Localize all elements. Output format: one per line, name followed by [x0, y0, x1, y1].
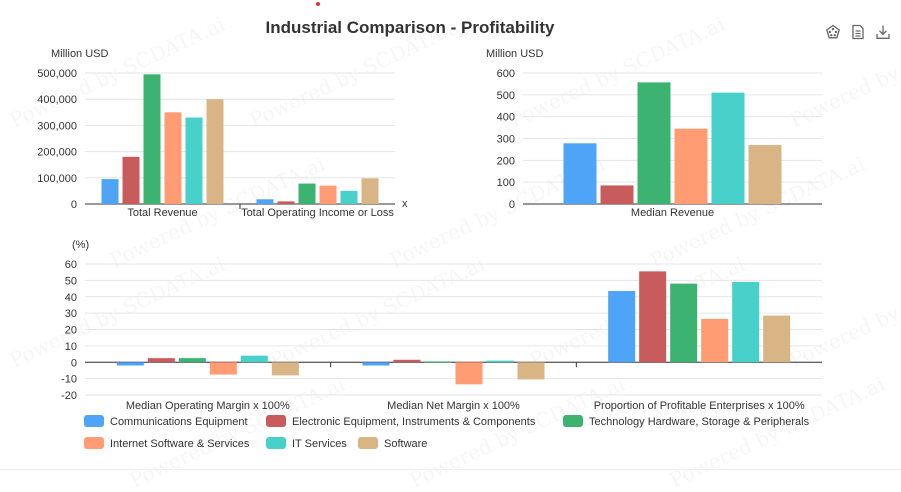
- y-tick-label: 500: [497, 90, 515, 102]
- data-view-icon[interactable]: [850, 24, 866, 40]
- legend-label: IT Services: [292, 438, 347, 450]
- legend-label: Technology Hardware, Storage & Periphera…: [589, 416, 810, 428]
- bar: [209, 362, 237, 375]
- legend-swatch: [358, 437, 378, 449]
- bar: [517, 362, 545, 380]
- y-axis-unit-label: (%): [72, 239, 89, 251]
- bar: [670, 283, 698, 363]
- bar: [763, 315, 791, 363]
- legend-item[interactable]: IT Services: [266, 437, 347, 450]
- legend-item[interactable]: Electronic Equipment, Instruments & Comp…: [266, 415, 536, 428]
- bar: [116, 362, 144, 366]
- bar: [147, 358, 175, 363]
- legend-item[interactable]: Software: [358, 437, 427, 450]
- y-tick-label: -20: [61, 390, 77, 402]
- y-tick-label: 0: [71, 357, 77, 369]
- bar: [711, 92, 745, 204]
- bar: [361, 178, 379, 204]
- bar: [240, 355, 268, 363]
- download-icon[interactable]: [875, 24, 891, 40]
- y-tick-label: 10: [65, 341, 77, 353]
- y-tick-label: 200: [497, 155, 515, 167]
- y-tick-label: 400,000: [37, 94, 77, 106]
- bar: [185, 117, 203, 204]
- bar: [600, 185, 634, 204]
- y-tick-label: 200,000: [37, 147, 77, 159]
- legend-label: Internet Software & Services: [110, 438, 250, 450]
- bar: [608, 291, 636, 363]
- bar: [206, 99, 224, 204]
- y-tick-label: 100,000: [37, 173, 77, 185]
- bar: [701, 318, 729, 363]
- legend-swatch: [84, 415, 104, 427]
- y-tick-label: 50: [65, 275, 77, 287]
- legend-item[interactable]: Communications Equipment: [84, 415, 248, 428]
- palette-icon[interactable]: [825, 24, 841, 40]
- y-tick-label: 20: [65, 325, 77, 337]
- bar: [486, 360, 514, 363]
- legend-item[interactable]: Technology Hardware, Storage & Periphera…: [563, 415, 810, 428]
- x-category-label: Proportion of Profitable Enterprises x 1…: [594, 400, 805, 412]
- legend-label: Communications Equipment: [110, 416, 248, 428]
- y-axis-unit-label: Million USD: [486, 48, 544, 60]
- legend-item[interactable]: Internet Software & Services: [84, 437, 250, 450]
- x-category-label: Total Operating Income or Loss: [241, 207, 394, 219]
- y-tick-label: 0: [509, 199, 515, 211]
- toolbox: [825, 24, 891, 40]
- y-tick-label: -10: [61, 374, 77, 386]
- bottom-divider: [0, 469, 901, 470]
- bar: [277, 201, 295, 204]
- bar: [563, 143, 597, 204]
- chart-title: Industrial Comparison - Profitability: [265, 18, 555, 37]
- y-axis-unit-label: Million USD: [51, 48, 109, 60]
- bar: [298, 183, 316, 204]
- legend-swatch: [563, 415, 583, 427]
- bar: [748, 145, 782, 204]
- legend-label: Software: [384, 438, 427, 450]
- bar: [362, 362, 390, 366]
- y-tick-label: 600: [497, 68, 515, 80]
- y-tick-label: 30: [65, 308, 77, 320]
- bar: [164, 112, 182, 204]
- y-tick-label: 500,000: [37, 68, 77, 80]
- bar: [639, 271, 667, 363]
- bar: [637, 82, 671, 204]
- x-category-label: Median Net Margin x 100%: [387, 400, 520, 412]
- legend-swatch: [266, 415, 286, 427]
- bar: [424, 361, 452, 363]
- y-tick-label: 400: [497, 112, 515, 124]
- y-tick-label: 60: [65, 259, 77, 271]
- x-category-label: Median Revenue: [631, 207, 714, 219]
- legend-swatch: [266, 437, 286, 449]
- bar: [143, 74, 161, 204]
- indicator-dot: [316, 2, 320, 6]
- bar: [674, 128, 708, 204]
- chart-canvas: Million USD 0 100,000 200,000 300,000 400,000…: [37, 48, 822, 450]
- legend-label: Electronic Equipment, Instruments & Comp…: [292, 416, 536, 428]
- y-tick-label: 100: [497, 177, 515, 189]
- bar: [455, 362, 483, 385]
- bar: [178, 358, 206, 363]
- x-axis-name: x: [402, 198, 408, 210]
- x-category-label: Median Operating Margin x 100%: [126, 400, 290, 412]
- legend-swatch: [84, 437, 104, 449]
- chart-stage: Powered by SCDATA.aiPowered by SCDATA.ai…: [0, 2, 901, 470]
- bar: [122, 156, 140, 204]
- x-category-label: Total Revenue: [127, 207, 197, 219]
- y-tick-label: 300: [497, 134, 515, 146]
- y-tick-label: 0: [71, 199, 77, 211]
- y-tick-label: 40: [65, 292, 77, 304]
- bar: [271, 362, 299, 376]
- bar: [101, 179, 119, 204]
- bar: [340, 190, 358, 204]
- y-tick-label: 300,000: [37, 120, 77, 132]
- bar: [319, 185, 337, 204]
- bar: [732, 282, 760, 363]
- bar: [393, 359, 421, 363]
- bar: [256, 199, 274, 204]
